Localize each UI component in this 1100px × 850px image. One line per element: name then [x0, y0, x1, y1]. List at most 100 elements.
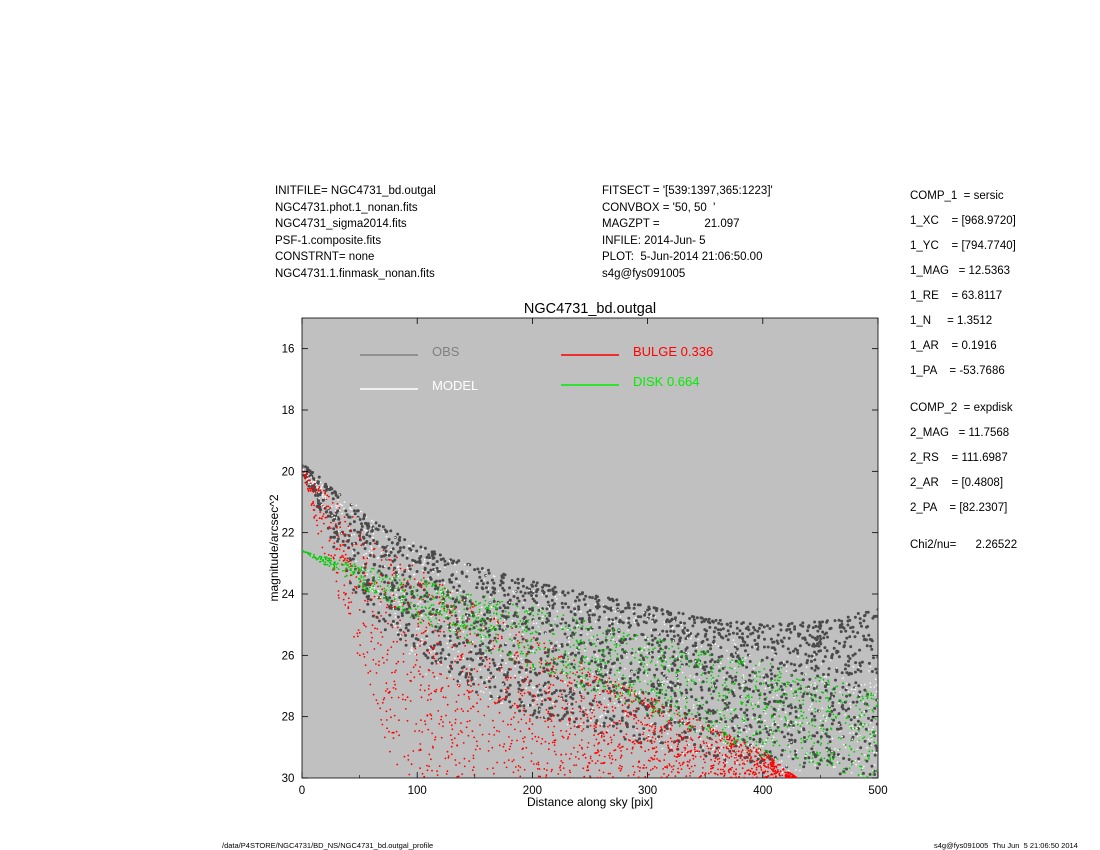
data-point [623, 736, 626, 738]
data-point [509, 676, 512, 679]
data-point [827, 679, 829, 682]
data-point [545, 594, 548, 598]
data-point [668, 670, 671, 673]
data-point [459, 635, 462, 638]
data-point [460, 708, 463, 710]
data-point [396, 541, 400, 545]
data-point [744, 743, 746, 746]
data-point [433, 690, 436, 693]
data-point [827, 753, 831, 757]
data-point [626, 601, 630, 605]
data-point [779, 685, 783, 688]
data-point [470, 691, 472, 693]
data-point [334, 491, 337, 495]
data-point [407, 759, 410, 761]
data-point [780, 695, 784, 699]
data-point [385, 589, 388, 592]
data-point [588, 616, 591, 620]
data-point [438, 583, 441, 586]
data-point [760, 756, 763, 759]
data-point [731, 739, 734, 741]
data-point [855, 700, 859, 704]
data-point [632, 709, 635, 712]
data-point [565, 661, 567, 663]
data-point [661, 705, 663, 708]
data-point [783, 704, 785, 707]
data-point [769, 668, 773, 672]
data-point [723, 775, 725, 777]
data-point [627, 774, 630, 777]
data-point [329, 487, 332, 491]
data-point [565, 674, 568, 677]
data-point [553, 741, 556, 744]
data-point [703, 628, 707, 632]
data-point [419, 545, 423, 549]
data-point [456, 617, 458, 620]
data-point [642, 671, 646, 675]
data-point [709, 713, 712, 715]
data-point [709, 709, 712, 713]
data-point [789, 683, 793, 687]
data-point [856, 719, 860, 723]
data-point [605, 629, 609, 633]
data-point [710, 726, 713, 729]
data-point [426, 656, 430, 660]
data-point [554, 644, 557, 648]
data-point [544, 646, 547, 649]
data-point [329, 506, 332, 509]
data-point [763, 692, 767, 696]
data-point [352, 573, 354, 576]
data-point [700, 674, 703, 676]
data-point [658, 658, 660, 661]
data-point [440, 613, 443, 616]
data-point [634, 739, 637, 742]
data-point [584, 688, 587, 691]
data-point [746, 735, 748, 738]
data-point [825, 710, 828, 713]
data-point [441, 687, 444, 689]
data-point [438, 553, 442, 557]
param-2-rs: 2_RS = 111.6987 [910, 452, 1008, 464]
data-point [618, 744, 621, 746]
data-point [368, 553, 372, 557]
data-point [334, 493, 338, 497]
data-point [746, 760, 749, 762]
data-point [605, 706, 608, 709]
data-point [812, 760, 815, 763]
data-point [456, 679, 460, 683]
data-point [776, 633, 780, 637]
data-point [770, 716, 773, 719]
data-point [347, 607, 350, 610]
data-point [619, 644, 621, 647]
data-point [581, 710, 585, 714]
data-point [397, 696, 400, 699]
data-point [662, 710, 666, 714]
data-point [547, 712, 549, 715]
data-point [472, 682, 476, 686]
data-point [550, 598, 554, 602]
data-point [764, 708, 767, 711]
data-point [875, 671, 878, 675]
data-point [600, 749, 603, 752]
data-point [573, 613, 577, 617]
data-point [788, 681, 790, 684]
data-point [614, 684, 617, 686]
data-point [767, 765, 769, 768]
data-point [868, 637, 872, 641]
data-point [647, 759, 650, 762]
data-point [603, 685, 605, 688]
data-point [669, 624, 672, 628]
data-point [395, 662, 398, 665]
data-point [838, 772, 842, 776]
data-point [398, 719, 400, 722]
data-point [380, 559, 383, 561]
data-point [521, 637, 525, 641]
data-point [764, 727, 768, 731]
data-point [870, 694, 872, 697]
data-point [586, 725, 590, 729]
data-point [513, 654, 516, 656]
data-point [531, 608, 534, 612]
data-point [742, 762, 744, 765]
data-point [693, 748, 696, 751]
data-point [550, 692, 554, 696]
